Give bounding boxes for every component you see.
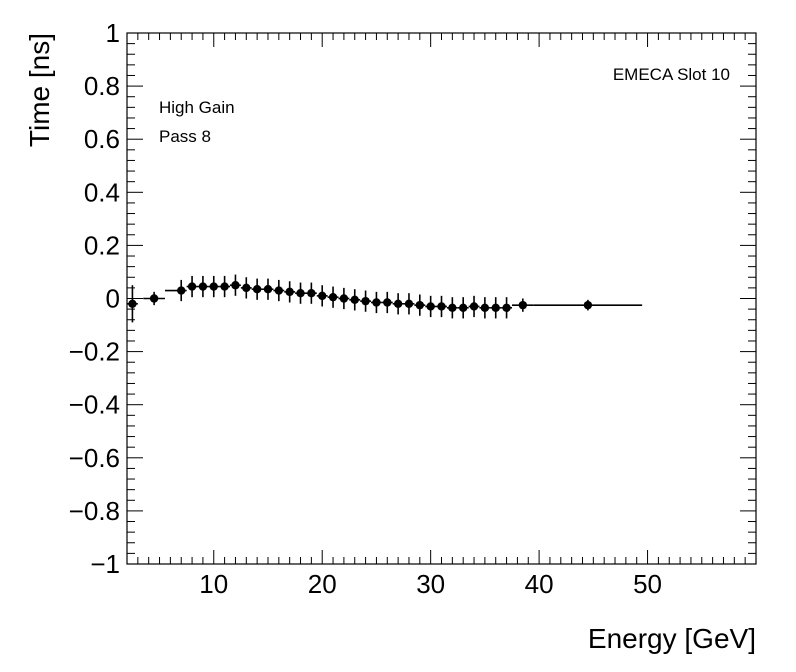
point-marker	[149, 294, 159, 303]
y-tick-label: −0.4	[69, 390, 120, 420]
data-point	[143, 291, 165, 306]
point-marker	[209, 282, 218, 291]
point-marker	[361, 296, 370, 306]
data-point	[186, 275, 198, 298]
data-point	[295, 282, 306, 304]
data-point	[501, 297, 512, 319]
point-marker	[231, 281, 240, 290]
data-point	[490, 297, 502, 319]
point-marker	[307, 288, 316, 298]
point-marker	[296, 288, 305, 298]
y-tick-label: −0.8	[69, 496, 120, 526]
data-point	[360, 290, 372, 312]
data-point	[208, 275, 220, 298]
axis-ticks	[126, 32, 757, 565]
x-tick-label: 20	[308, 569, 337, 599]
data-point	[197, 275, 209, 298]
point-marker	[242, 283, 251, 293]
data-point	[240, 277, 252, 299]
point-marker	[518, 300, 528, 310]
data-points	[127, 274, 643, 323]
data-point	[305, 282, 317, 304]
y-tick-label: 0.4	[84, 177, 120, 207]
y-axis-title: Time [ns]	[24, 33, 55, 147]
x-axis-title: Energy [GeV]	[588, 623, 756, 654]
point-marker	[458, 303, 468, 312]
data-point	[457, 297, 469, 319]
gain-label: High Gain	[159, 98, 235, 117]
pass-label: Pass 8	[159, 127, 211, 146]
point-marker	[448, 303, 457, 312]
data-point	[230, 274, 241, 296]
y-tick-label: 0.2	[84, 230, 120, 260]
data-point	[381, 291, 393, 314]
point-marker	[583, 300, 593, 310]
point-marker	[437, 302, 446, 311]
data-point	[338, 287, 350, 310]
y-tick-label: 0.6	[84, 124, 120, 154]
point-marker	[177, 286, 186, 295]
data-point	[446, 297, 458, 319]
data-point	[533, 299, 643, 311]
point-marker	[480, 303, 490, 312]
y-tick-label: 1	[106, 18, 120, 48]
point-marker	[350, 295, 359, 305]
data-point	[349, 289, 361, 311]
point-marker	[372, 298, 381, 307]
y-tick-label: −1	[90, 549, 120, 579]
data-point	[511, 298, 534, 312]
point-marker	[328, 292, 338, 302]
data-point	[251, 278, 263, 300]
y-tick-label: −0.6	[69, 443, 120, 473]
data-point	[327, 286, 339, 308]
data-point	[392, 293, 404, 315]
data-point	[414, 294, 426, 316]
point-marker	[274, 286, 284, 295]
point-marker	[285, 287, 294, 297]
data-point	[425, 295, 437, 318]
point-marker	[469, 302, 479, 311]
point-marker	[383, 298, 392, 307]
y-tick-labels: −1 −0.8 −0.6 −0.4 −0.2 0 0.2 0.4 0.6 0.8 1	[69, 18, 120, 579]
point-marker	[318, 291, 327, 301]
x-tick-labels: 10 20 30 40 50	[199, 569, 662, 599]
point-marker	[263, 285, 273, 294]
data-point	[403, 293, 415, 315]
y-tick-label: 0.8	[84, 71, 120, 101]
point-marker	[187, 282, 197, 291]
point-marker	[491, 303, 500, 312]
data-point	[436, 295, 447, 318]
point-marker	[404, 299, 414, 309]
data-point	[316, 285, 328, 307]
point-marker	[393, 299, 403, 309]
point-marker	[220, 282, 229, 291]
data-point	[468, 295, 480, 318]
point-marker	[339, 294, 349, 303]
y-tick-label: −0.2	[69, 337, 120, 367]
data-point	[127, 285, 138, 323]
y-tick-label: 0	[106, 284, 120, 314]
x-tick-label: 40	[525, 569, 554, 599]
data-point	[273, 279, 285, 302]
x-tick-label: 50	[633, 569, 662, 599]
data-point	[219, 275, 231, 298]
point-marker	[426, 302, 435, 311]
point-marker	[502, 303, 511, 312]
data-point	[284, 281, 296, 303]
x-tick-label: 30	[416, 569, 445, 599]
data-point	[164, 279, 187, 302]
point-marker	[128, 299, 137, 309]
point-marker	[252, 285, 262, 294]
point-marker	[415, 300, 425, 310]
data-point	[371, 291, 382, 314]
data-point	[479, 297, 491, 319]
point-marker	[198, 282, 208, 291]
data-point	[262, 278, 274, 300]
x-tick-label: 10	[199, 569, 228, 599]
slot-label: EMECA Slot 10	[613, 65, 730, 84]
